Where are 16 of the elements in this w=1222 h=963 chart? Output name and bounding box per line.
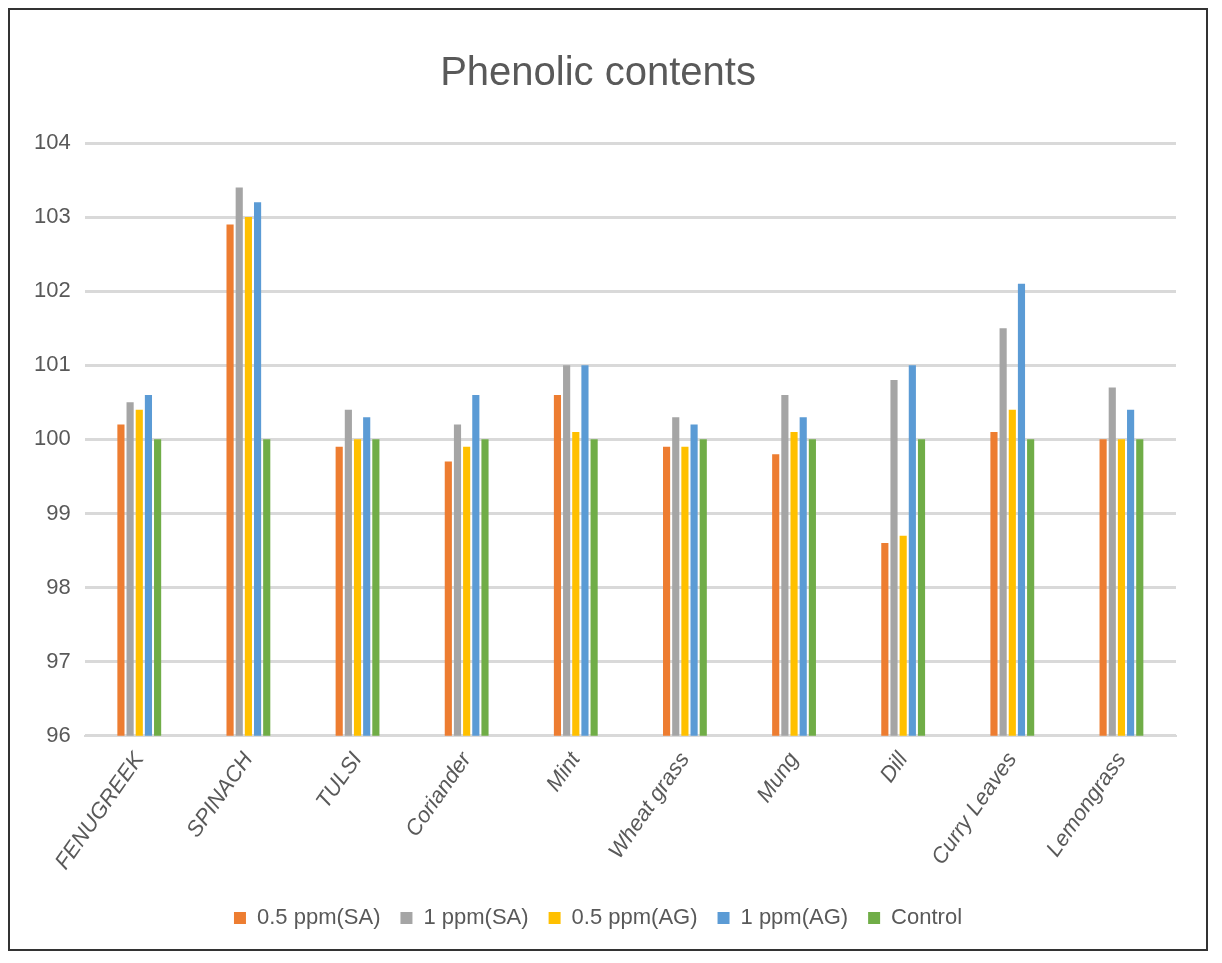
y-tick-label: 98	[46, 573, 71, 599]
y-tick-label: 103	[33, 203, 71, 229]
y-tick-label: 96	[46, 721, 71, 747]
legend-label: 0.5 ppm(SA)	[256, 904, 381, 930]
y-tick-label: 104	[33, 129, 71, 155]
legend-label: 1 ppm(SA)	[423, 904, 529, 930]
y-tick-label: 101	[33, 351, 71, 377]
chart-title: Phenolic contents	[440, 49, 756, 94]
legend-label: 1 ppm(AG)	[740, 904, 849, 930]
y-tick-label: 102	[33, 277, 71, 303]
legend-label: Control	[891, 904, 963, 930]
x-tick-label: Dill	[874, 746, 913, 787]
y-tick-label: 99	[46, 499, 71, 525]
y-tick-label: 97	[46, 647, 71, 673]
y-tick-label: 100	[33, 425, 71, 451]
legend-label: 0.5 ppm(AG)	[571, 904, 698, 930]
